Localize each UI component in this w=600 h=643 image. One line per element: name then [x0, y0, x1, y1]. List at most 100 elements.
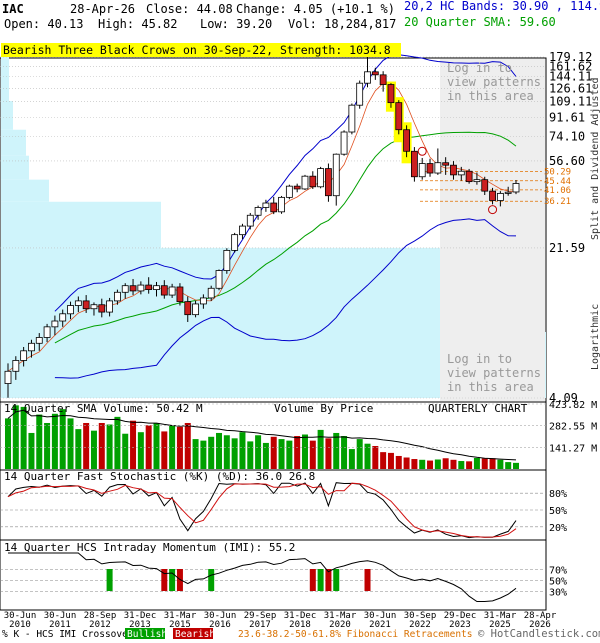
volume-bar: [341, 436, 348, 469]
stochastic-tick-label: 50%: [549, 506, 567, 517]
candle-body: [74, 300, 82, 306]
candlesticks: [4, 57, 520, 398]
candle-body: [270, 202, 278, 213]
bullish-legend: Bullish: [127, 629, 167, 640]
volume-bar: [223, 435, 230, 469]
pattern-marker: [417, 146, 427, 156]
fibonacci-legend: 23.6-38.2-50-61.8% Fibonacci Retracement…: [238, 629, 473, 640]
imi-line: [8, 552, 517, 602]
date-tick-label: 29-Sep: [244, 611, 277, 621]
bullish-legend-bg: [125, 628, 165, 639]
volume-bar: [419, 459, 426, 469]
candle-body: [51, 320, 59, 328]
candle-body: [418, 163, 426, 178]
imi-tick-label: 50%: [549, 577, 567, 588]
quote-date: 28-Apr-26: [70, 2, 135, 16]
stochastic-panel: [0, 469, 547, 541]
date-axis: 30-Jun201030-Jun201128-Sep201231-Dec2013…: [4, 611, 557, 630]
crossover-bar: [317, 569, 324, 591]
candle-body: [106, 300, 113, 313]
bearish-candle: [387, 83, 395, 108]
candle-body: [223, 249, 231, 271]
candle-body: [293, 185, 301, 190]
bearish-candle: [379, 71, 387, 92]
candle-body: [364, 71, 371, 84]
candle-body: [317, 168, 325, 188]
fibonacci-label: 36.21: [544, 197, 571, 207]
volume-bar: [481, 458, 488, 469]
candle-body: [285, 185, 293, 198]
crossover-bar: [309, 569, 316, 591]
volume-bar: [161, 431, 168, 469]
bullish-candle: [301, 174, 309, 191]
fibonacci-label: 50.29: [544, 168, 571, 178]
bullish-candle: [74, 296, 82, 313]
bullish-candle: [67, 301, 74, 320]
price-tick-label: 21.59: [549, 241, 585, 255]
bullish-candle: [512, 180, 520, 195]
price-tick-label: 126.61: [549, 81, 592, 95]
volume-bar: [216, 432, 223, 469]
bearish-legend-bg: [173, 628, 213, 639]
candle-body: [114, 291, 121, 302]
volume-bar: [36, 414, 43, 469]
volume-bar: [176, 426, 183, 469]
crossover-bar: [364, 569, 371, 591]
bearish-candle: [481, 176, 489, 196]
volume-bar: [270, 436, 277, 469]
volume-bar: [505, 462, 512, 469]
candle-body: [332, 153, 340, 197]
quote-change: Change: 4.05 (+10.1 %): [236, 2, 395, 16]
candle-body: [278, 196, 285, 213]
bullish-candle: [192, 300, 199, 318]
hc-bands-value: 20,2 HC Bands: 30.90 , 114.95: [404, 0, 600, 13]
date-tick-year: 2013: [129, 620, 151, 630]
stochastic-d-line: [7, 482, 517, 538]
candle-body: [176, 286, 184, 303]
volume-bar: [395, 455, 402, 469]
volume-bar: [364, 443, 371, 469]
date-tick-year: 2025: [489, 620, 511, 630]
candle-body: [12, 360, 20, 372]
bearish-candle: [371, 67, 379, 80]
candle-body: [387, 84, 395, 104]
candle-body: [231, 234, 239, 251]
candle-body: [239, 225, 246, 236]
candle-body: [465, 170, 473, 183]
bullish-candle: [418, 157, 426, 180]
candle-body: [82, 300, 90, 310]
bearish-candle: [129, 278, 137, 296]
volume-bar: [208, 436, 215, 469]
candle-body: [246, 214, 254, 227]
candle-body: [207, 287, 215, 299]
candle-body: [160, 285, 168, 296]
volume-tick-label: 423.82 M: [549, 400, 597, 411]
date-tick-year: 2017: [249, 620, 271, 630]
candle-body: [67, 305, 74, 315]
quote-open: Open: 40.13: [4, 17, 83, 31]
candle-body: [90, 304, 98, 310]
bearish-candle: [145, 277, 153, 294]
candle-body: [473, 179, 481, 183]
bearish-candle: [442, 157, 450, 175]
volume-bar: [286, 440, 293, 469]
volume-tick-label: 282.55 M: [549, 422, 597, 433]
bullish-candle: [364, 57, 371, 88]
volume-bar: [356, 439, 363, 469]
bearish-candle: [450, 161, 457, 180]
bullish-candle: [137, 281, 145, 295]
date-tick-year: 2016: [209, 620, 231, 630]
candle-body: [215, 270, 223, 289]
quote-high: High: 45.82: [98, 17, 177, 31]
volume-bar: [83, 422, 90, 469]
date-tick-year: 2020: [329, 620, 351, 630]
volume-bar: [411, 459, 418, 469]
volume-bar: [51, 413, 58, 469]
candle-body: [254, 207, 262, 216]
bullish-candle: [114, 289, 121, 305]
volume-bar: [184, 422, 191, 469]
bullish-candle: [215, 269, 223, 291]
bullish-candle: [153, 281, 160, 297]
